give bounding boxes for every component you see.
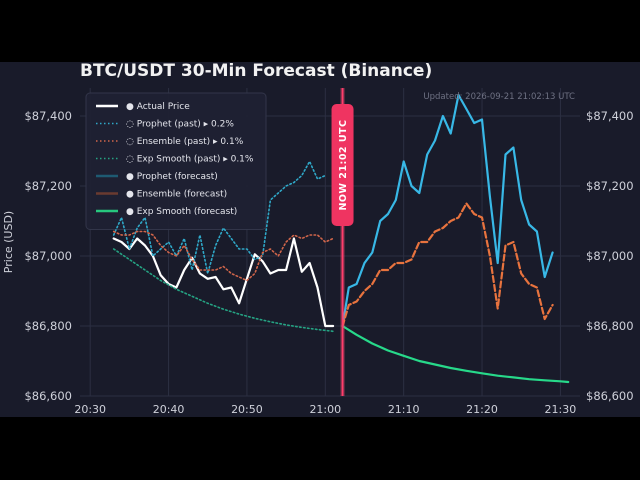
legend-entry: ● Prophet (forecast) bbox=[126, 172, 218, 182]
axis-layer: $86,600 $86,600 $86,800 $86,800 $87,000 $87,0… bbox=[2, 109, 634, 416]
xtick-label: 20:30 bbox=[74, 403, 106, 416]
series-line-actual-price bbox=[112, 237, 335, 328]
series-layer bbox=[112, 93, 570, 384]
series-line-prophet-past bbox=[112, 160, 327, 275]
legend: ● Actual Price ◌ Prophet (past) ▸ 0.2% ◌ E… bbox=[85, 92, 267, 230]
ytick-label-left: $87,000 bbox=[24, 249, 72, 263]
ytick-label-left: $86,600 bbox=[24, 389, 72, 403]
series-line-ensemble-past bbox=[112, 230, 334, 282]
series-line-ensemble-forecast bbox=[341, 202, 554, 328]
legend-entry: ● Actual Price bbox=[126, 102, 190, 112]
legend-box bbox=[85, 92, 267, 230]
chart-title: BTC/USDT 30-Min Forecast (Binance) bbox=[80, 61, 433, 81]
series-line-prophet-forecast bbox=[341, 93, 554, 328]
ytick-label-right: $87,200 bbox=[586, 179, 634, 193]
xtick-label: 21:00 bbox=[309, 403, 341, 416]
ytick-label-left: $87,400 bbox=[24, 109, 72, 123]
legend-entry: ◌ Exp Smooth (past) ▸ 0.1% bbox=[126, 155, 254, 165]
y-axis-label: Price (USD) bbox=[2, 211, 15, 273]
xtick-label: 20:40 bbox=[153, 403, 185, 416]
xtick-label: 20:50 bbox=[231, 403, 263, 416]
legend-entry: ◌ Ensemble (past) ▸ 0.1% bbox=[126, 137, 244, 147]
ytick-label-right: $86,600 bbox=[586, 389, 634, 403]
now-badge bbox=[331, 104, 354, 226]
ytick-label-right: $86,800 bbox=[586, 319, 634, 333]
xtick-label: 21:10 bbox=[388, 403, 420, 416]
now-label: NOW 21:02 UTC bbox=[338, 119, 349, 210]
ytick-label-right: $87,000 bbox=[586, 249, 634, 263]
updated-timestamp: Updated: 2026-09-21 21:02:13 UTC bbox=[423, 92, 575, 102]
legend-entry: ● Ensemble (forecast) bbox=[126, 190, 227, 200]
now-marker: NOW 21:02 UTC bbox=[331, 88, 354, 396]
ytick-label-left: $86,800 bbox=[24, 319, 72, 333]
legend-entry: ● Exp Smooth (forecast) bbox=[126, 207, 237, 217]
legend-entry: ◌ Prophet (past) ▸ 0.2% bbox=[126, 120, 234, 130]
xtick-label: 21:30 bbox=[545, 403, 577, 416]
ytick-label-left: $87,200 bbox=[24, 179, 72, 193]
ytick-label-right: $87,400 bbox=[586, 109, 634, 123]
xtick-label: 21:20 bbox=[466, 403, 498, 416]
series-line-exp-smooth-forecast bbox=[341, 324, 570, 384]
series-line-exp-smooth-past bbox=[112, 248, 334, 333]
